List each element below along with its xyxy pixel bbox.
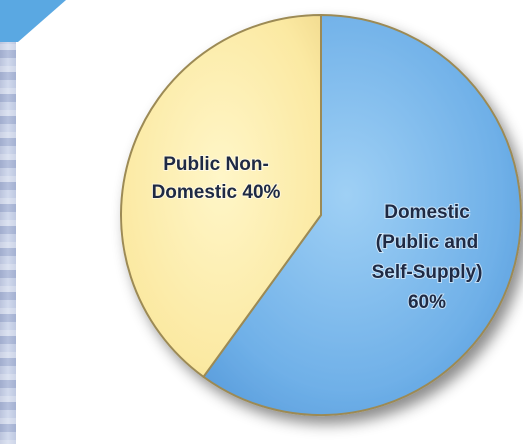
slice-label-line: (Public and <box>376 232 478 253</box>
label-domestic: Domestic (Public and Self-Supply) 60% <box>372 202 483 313</box>
slice-label-line: Self-Supply) <box>372 262 483 283</box>
slice-domestic <box>202 13 522 416</box>
side-decoration-strip <box>0 0 16 444</box>
label-public-non-domestic: Public Non- Domestic 40% <box>152 154 281 203</box>
slice-label-line: Public Non- <box>163 154 269 175</box>
slice-label-line: Domestic <box>384 202 470 223</box>
corner-arrow-decoration <box>0 0 66 42</box>
slice-public-non-domestic <box>120 13 322 379</box>
slice-label-line: Domestic 40% <box>152 182 281 203</box>
slice-label-line: 60% <box>408 292 446 313</box>
